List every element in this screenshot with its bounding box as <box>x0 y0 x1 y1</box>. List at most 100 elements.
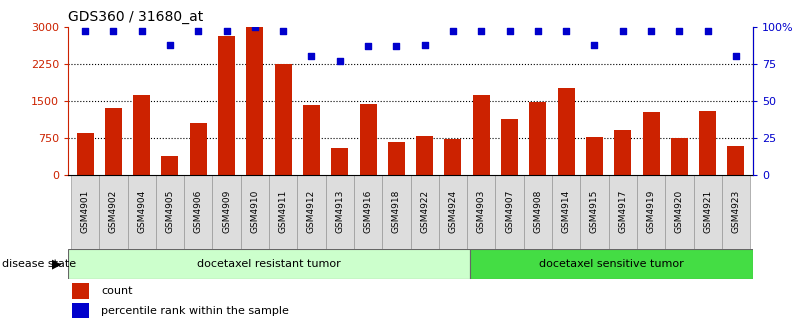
Bar <box>445 139 461 175</box>
Point <box>362 43 375 49</box>
Bar <box>609 175 637 249</box>
Text: count: count <box>101 286 132 296</box>
Bar <box>473 95 489 175</box>
Bar <box>275 64 292 175</box>
Point <box>390 43 403 49</box>
Bar <box>529 102 546 175</box>
Bar <box>77 133 94 175</box>
Bar <box>470 249 753 279</box>
Text: GSM4906: GSM4906 <box>194 190 203 234</box>
Text: GSM4908: GSM4908 <box>533 190 542 234</box>
Text: GSM4920: GSM4920 <box>675 190 684 233</box>
Bar <box>586 137 603 175</box>
Bar <box>71 303 89 318</box>
Point <box>305 54 318 59</box>
Bar <box>127 175 156 249</box>
Bar <box>501 119 518 175</box>
Bar <box>699 111 716 175</box>
Text: GSM4901: GSM4901 <box>81 190 90 234</box>
Point <box>531 29 544 34</box>
Bar <box>354 175 382 249</box>
Point <box>107 29 120 34</box>
Bar <box>332 148 348 175</box>
Text: GSM4909: GSM4909 <box>222 190 231 234</box>
Bar <box>247 27 264 175</box>
Point <box>673 29 686 34</box>
Bar <box>212 175 241 249</box>
Text: percentile rank within the sample: percentile rank within the sample <box>101 306 289 316</box>
Bar <box>665 175 694 249</box>
Point <box>333 58 346 64</box>
Text: GSM4917: GSM4917 <box>618 190 627 234</box>
Point <box>503 29 516 34</box>
Bar <box>722 175 750 249</box>
Bar <box>388 142 405 175</box>
Bar <box>467 175 495 249</box>
Text: GSM4912: GSM4912 <box>307 190 316 233</box>
Text: GSM4911: GSM4911 <box>279 190 288 234</box>
Text: GSM4907: GSM4907 <box>505 190 514 234</box>
Point <box>446 29 459 34</box>
Text: GSM4924: GSM4924 <box>449 190 457 233</box>
Text: GSM4914: GSM4914 <box>562 190 570 233</box>
Point <box>277 29 290 34</box>
Point <box>560 29 573 34</box>
Point <box>645 29 658 34</box>
Bar <box>552 175 580 249</box>
Bar <box>297 175 326 249</box>
Point <box>588 42 601 47</box>
Bar <box>524 175 552 249</box>
Point <box>248 24 261 30</box>
Bar <box>417 136 433 175</box>
Bar <box>642 112 659 175</box>
Text: GSM4905: GSM4905 <box>166 190 175 234</box>
Point <box>135 29 148 34</box>
Bar <box>580 175 609 249</box>
Bar <box>269 175 297 249</box>
Text: ▶: ▶ <box>52 257 62 270</box>
Bar <box>614 130 631 175</box>
Text: GDS360 / 31680_at: GDS360 / 31680_at <box>68 10 203 25</box>
Bar <box>105 108 122 175</box>
Bar <box>156 175 184 249</box>
Bar <box>727 146 744 175</box>
Point <box>78 29 91 34</box>
Bar <box>495 175 524 249</box>
Point <box>220 29 233 34</box>
Text: GSM4916: GSM4916 <box>364 190 372 234</box>
Text: docetaxel resistant tumor: docetaxel resistant tumor <box>197 259 341 269</box>
Bar <box>99 175 127 249</box>
Bar <box>303 105 320 175</box>
Text: GSM4923: GSM4923 <box>731 190 740 233</box>
Bar <box>326 175 354 249</box>
Text: docetaxel sensitive tumor: docetaxel sensitive tumor <box>539 259 684 269</box>
Bar <box>439 175 467 249</box>
Point <box>616 29 629 34</box>
Bar <box>190 123 207 175</box>
Bar <box>184 175 212 249</box>
Bar <box>557 88 574 175</box>
Bar <box>68 249 470 279</box>
Point <box>418 42 431 47</box>
Bar <box>671 138 688 175</box>
Text: disease state: disease state <box>2 259 76 269</box>
Bar <box>241 175 269 249</box>
Text: GSM4904: GSM4904 <box>137 190 146 233</box>
Bar <box>382 175 410 249</box>
Bar <box>360 104 376 175</box>
Bar <box>637 175 665 249</box>
Point <box>475 29 488 34</box>
Text: GSM4903: GSM4903 <box>477 190 485 234</box>
Text: GSM4913: GSM4913 <box>336 190 344 234</box>
Point <box>730 54 743 59</box>
Text: GSM4910: GSM4910 <box>251 190 260 234</box>
Bar <box>410 175 439 249</box>
Point <box>192 29 205 34</box>
Text: GSM4922: GSM4922 <box>421 190 429 233</box>
Bar <box>694 175 722 249</box>
Point <box>701 29 714 34</box>
Text: GSM4915: GSM4915 <box>590 190 599 234</box>
Bar <box>162 156 179 175</box>
Text: GSM4902: GSM4902 <box>109 190 118 233</box>
Text: GSM4918: GSM4918 <box>392 190 400 234</box>
